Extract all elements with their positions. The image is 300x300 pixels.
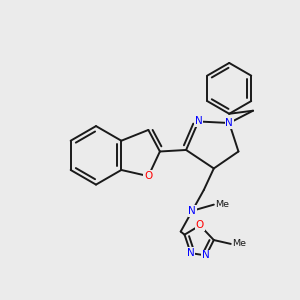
Text: N: N (225, 118, 233, 128)
Text: O: O (196, 220, 204, 230)
Text: O: O (144, 171, 152, 181)
Text: N: N (188, 206, 196, 216)
Text: Me: Me (232, 239, 246, 248)
Text: Me: Me (215, 200, 230, 209)
Text: N: N (187, 248, 195, 258)
Text: N: N (194, 116, 202, 127)
Text: N: N (202, 250, 210, 260)
